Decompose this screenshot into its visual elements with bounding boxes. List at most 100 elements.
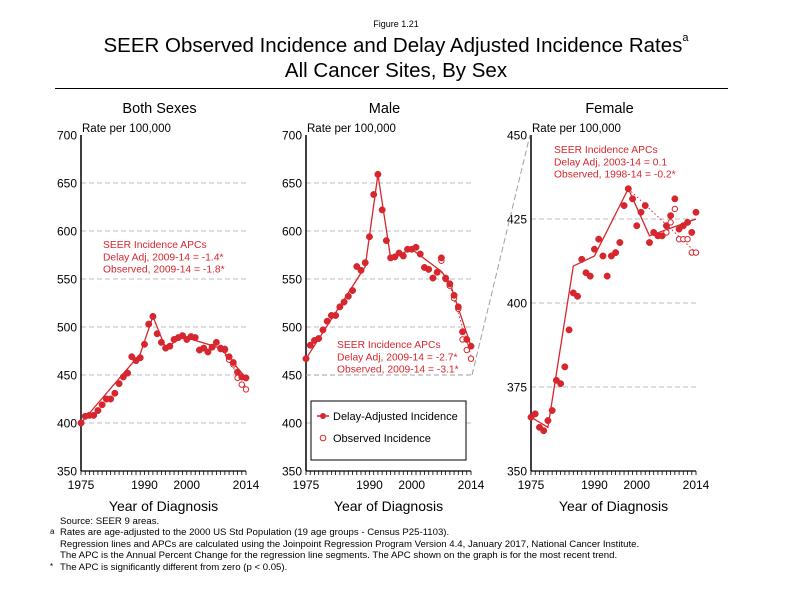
panel-title: Both Sexes <box>122 101 196 117</box>
point-delay-adjusted <box>624 185 632 193</box>
y-tick-label: 600 <box>282 225 302 239</box>
point-delay-adjusted <box>425 265 433 273</box>
panel-both-sexes: Both Sexes Rate per 100,000 350 400 450 500 55… <box>57 101 260 514</box>
apc-annotation-line: Delay Adj, 2009-14 = -1.4* <box>103 252 224 263</box>
y-tick-label: 350 <box>57 465 77 479</box>
x-axis-label: Year of Diagnosis <box>109 498 218 514</box>
legend: Delay-Adjusted Incidence Observed Incide… <box>310 400 467 461</box>
x-tick-label: 1990 <box>356 478 383 492</box>
panel-female: Female Rate per 100,000 350 375 400 425 450 197… <box>507 101 710 514</box>
point-delay-adjusted <box>94 407 102 414</box>
point-delay-adjusted <box>366 233 373 241</box>
point-delay-adjusted <box>306 341 314 349</box>
legend-item-delay-adjusted: Delay-Adjusted Incidence <box>317 411 458 423</box>
apc-annotation-line: SEER Incidence APCs <box>337 340 441 351</box>
y-tick-label: 500 <box>57 321 77 335</box>
point-delay-adjusted <box>234 368 241 376</box>
y-tick-label: 450 <box>282 369 302 383</box>
x-tick-label: 2000 <box>173 478 200 492</box>
apc-annotation-line: Observed, 1998-14 = -0.2* <box>554 170 676 181</box>
point-delay-adjusted <box>574 292 581 300</box>
panel-title: Female <box>585 101 633 117</box>
footnote-a-cont2: The APC is the Annual Percent Change for… <box>50 550 639 561</box>
y-tick-label: 500 <box>282 321 302 335</box>
point-delay-adjusted <box>416 250 424 258</box>
y-tick-label: 350 <box>507 465 527 479</box>
point-delay-adjusted <box>671 195 679 203</box>
point-delay-adjusted <box>616 239 624 246</box>
point-delay-adjusted <box>429 274 437 282</box>
point-delay-adjusted <box>157 338 165 346</box>
point-delay-adjusted <box>204 348 212 356</box>
point-delay-adjusted <box>153 330 161 338</box>
point-delay-adjusted <box>467 342 475 350</box>
x-tick-label: 2014 <box>458 478 485 492</box>
point-delay-adjusted <box>544 417 552 425</box>
point-delay-adjusted <box>90 411 98 419</box>
point-observed <box>684 235 691 243</box>
point-delay-adjusted <box>349 287 356 294</box>
trend-line-observed <box>440 271 472 356</box>
y-tick-label: 450 <box>57 369 77 383</box>
point-delay-adjusted <box>179 332 186 340</box>
x-tick-label: 2000 <box>623 478 650 492</box>
y-tick-label: 425 <box>507 213 527 227</box>
point-delay-adjusted <box>463 336 471 343</box>
point-delay-adjusted <box>637 208 645 216</box>
point-delay-adjusted <box>662 222 670 230</box>
point-delay-adjusted <box>107 395 115 403</box>
y-axis-label: Rate per 100,000 <box>82 123 171 135</box>
point-delay-adjusted <box>612 249 620 257</box>
y-tick-label: 400 <box>507 297 527 311</box>
trend-line-delay-adjusted <box>530 187 697 429</box>
footnote-star-line: The APC is significantly different from … <box>60 561 288 573</box>
point-delay-adjusted <box>323 317 331 325</box>
x-tick-label: 1975 <box>68 478 95 492</box>
y-tick-label: 350 <box>282 465 302 479</box>
point-delay-adjusted <box>399 252 407 260</box>
apc-annotation-line: SEER Incidence APCs <box>103 240 207 251</box>
y-tick-label: 650 <box>57 177 77 191</box>
x-tick-label: 1990 <box>131 478 158 492</box>
point-delay-adjusted <box>692 208 700 216</box>
point-delay-adjusted <box>378 206 386 214</box>
trend-line-delay-adjusted <box>305 174 472 360</box>
trend-line-delay-adjusted <box>80 314 247 424</box>
point-delay-adjusted <box>166 342 174 350</box>
point-delay-adjusted <box>531 410 539 418</box>
legend-label-delay-adjusted: Delay-Adjusted Incidence <box>333 411 458 423</box>
chart-title: SEER Observed Incidence and Delay Adjust… <box>0 32 792 58</box>
point-delay-adjusted <box>115 380 123 388</box>
apc-annotation-line: SEER Incidence APCs <box>554 145 658 156</box>
point-delay-adjusted <box>684 218 691 226</box>
point-observed <box>671 205 679 213</box>
point-delay-adjusted <box>629 195 636 203</box>
point-delay-adjusted <box>370 191 378 198</box>
point-delay-adjusted <box>557 380 565 388</box>
y-tick-label: 400 <box>282 417 302 431</box>
legend-label-observed: Observed Incidence <box>333 433 431 445</box>
point-observed <box>667 219 674 226</box>
point-delay-adjusted <box>599 252 607 260</box>
legend-open-circle-icon <box>319 434 327 442</box>
point-observed <box>663 229 670 236</box>
point-observed <box>463 346 470 354</box>
point-delay-adjusted <box>603 272 611 280</box>
point-delay-adjusted <box>141 340 148 348</box>
point-delay-adjusted <box>357 266 365 274</box>
legend-filled-circle-icon <box>320 413 326 419</box>
point-delay-adjusted <box>111 389 119 397</box>
point-delay-adjusted <box>620 202 628 210</box>
panel-male: Male Rate per 100,000 350 400 450 500 550 600 65… <box>282 101 485 514</box>
point-delay-adjusted <box>340 298 348 306</box>
point-delay-adjusted <box>124 369 131 377</box>
legend-item-observed: Observed Incidence <box>319 433 431 445</box>
y-tick-label: 650 <box>282 177 302 191</box>
chart-subtitle: All Cancer Sites, By Sex <box>284 59 508 82</box>
title-footnote-mark: a <box>682 32 689 45</box>
point-delay-adjusted <box>145 320 153 328</box>
y-tick-label: 450 <box>507 129 527 143</box>
point-delay-adjusted <box>586 272 594 280</box>
point-observed <box>692 249 700 256</box>
